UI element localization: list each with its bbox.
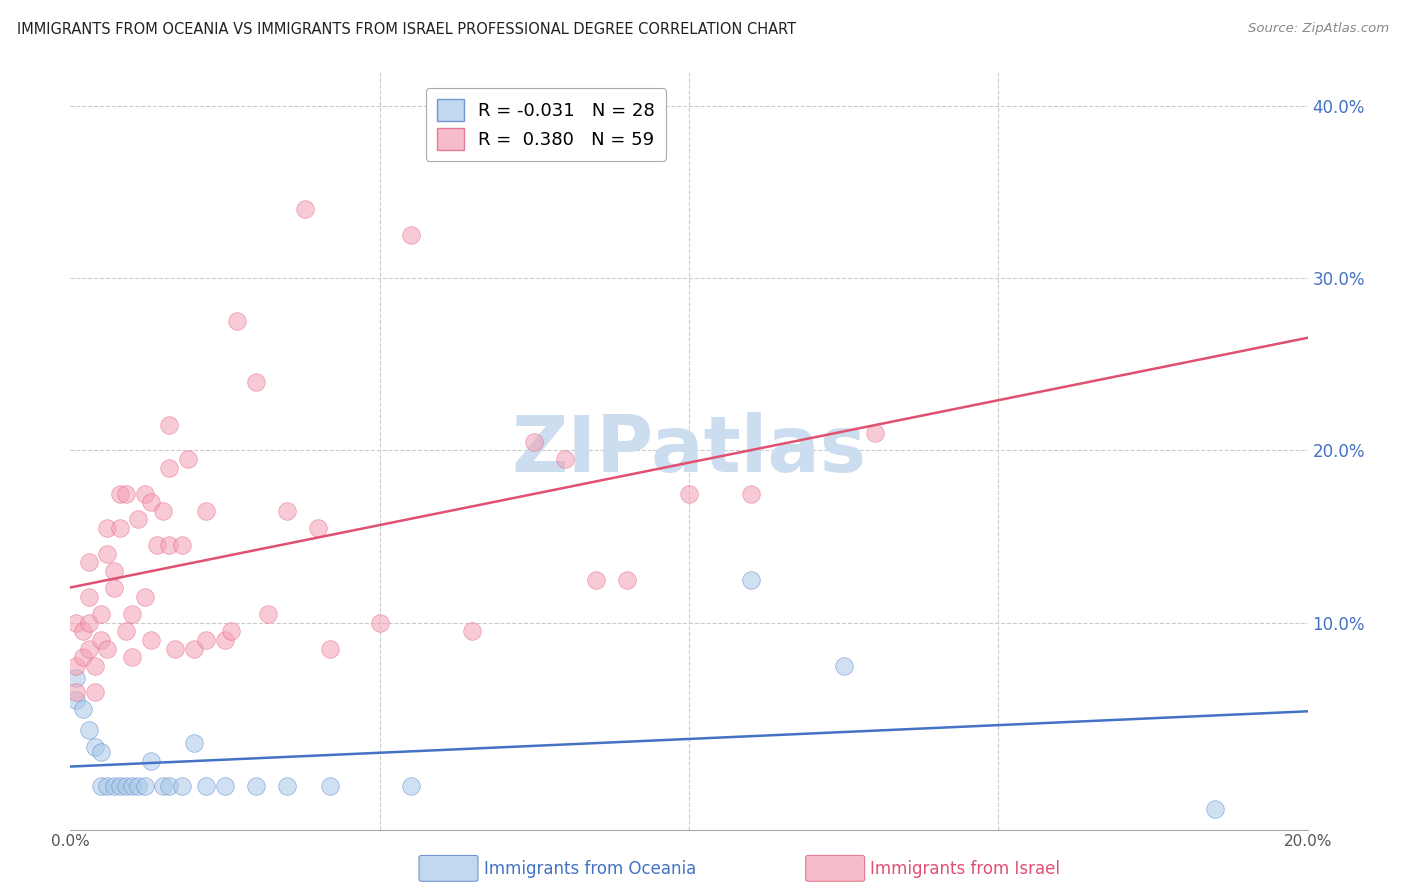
- Point: [77, 590, 100, 604]
- Point: [115, 624, 138, 639]
- Text: Source: ZipAtlas.com: Source: ZipAtlas.com: [1249, 22, 1389, 36]
- Point: [96, 547, 118, 561]
- Text: Immigrants from Oceania: Immigrants from Oceania: [484, 860, 696, 878]
- Point: [319, 641, 342, 656]
- Point: [245, 375, 267, 389]
- Point: [121, 607, 143, 622]
- Point: [863, 426, 886, 441]
- Point: [276, 504, 298, 518]
- Point: [65, 684, 87, 698]
- Point: [214, 780, 236, 794]
- Point: [77, 615, 100, 630]
- Point: [115, 780, 138, 794]
- Point: [103, 780, 125, 794]
- Point: [72, 624, 94, 639]
- Point: [90, 633, 112, 648]
- Point: [170, 780, 193, 794]
- Point: [139, 495, 162, 509]
- Point: [399, 228, 422, 243]
- Point: [65, 658, 87, 673]
- Text: IMMIGRANTS FROM OCEANIA VS IMMIGRANTS FROM ISRAEL PROFESSIONAL DEGREE CORRELATIO: IMMIGRANTS FROM OCEANIA VS IMMIGRANTS FR…: [17, 22, 796, 37]
- Point: [65, 615, 87, 630]
- Point: [740, 486, 762, 500]
- Point: [127, 512, 149, 526]
- Point: [121, 650, 143, 665]
- Point: [77, 556, 100, 570]
- Point: [523, 434, 546, 449]
- Point: [585, 573, 607, 587]
- Point: [157, 538, 180, 552]
- Point: [157, 460, 180, 475]
- Point: [177, 452, 200, 467]
- Point: [134, 780, 156, 794]
- Point: [195, 633, 218, 648]
- Point: [1204, 802, 1226, 816]
- Point: [103, 564, 125, 578]
- Point: [77, 723, 100, 737]
- Point: [257, 607, 280, 622]
- Point: [108, 486, 131, 500]
- Point: [399, 780, 422, 794]
- Point: [554, 452, 576, 467]
- Point: [139, 754, 162, 768]
- Point: [226, 314, 249, 328]
- Point: [90, 607, 112, 622]
- Point: [90, 745, 112, 759]
- Point: [461, 624, 484, 639]
- Point: [65, 693, 87, 707]
- Point: [152, 504, 174, 518]
- Point: [616, 573, 638, 587]
- Point: [157, 417, 180, 432]
- Point: [77, 641, 100, 656]
- Point: [103, 582, 125, 596]
- Point: [214, 633, 236, 648]
- Point: [195, 504, 218, 518]
- Point: [219, 624, 242, 639]
- Point: [84, 739, 107, 754]
- Point: [146, 538, 169, 552]
- Point: [195, 780, 218, 794]
- Point: [170, 538, 193, 552]
- Point: [90, 780, 112, 794]
- Point: [294, 202, 316, 217]
- Legend: R = -0.031   N = 28, R =  0.380   N = 59: R = -0.031 N = 28, R = 0.380 N = 59: [426, 88, 665, 161]
- Point: [108, 521, 131, 535]
- Point: [152, 780, 174, 794]
- Point: [96, 521, 118, 535]
- Point: [368, 615, 391, 630]
- Point: [72, 702, 94, 716]
- Point: [84, 658, 107, 673]
- Point: [319, 780, 342, 794]
- Point: [183, 641, 205, 656]
- Point: [72, 650, 94, 665]
- Point: [307, 521, 329, 535]
- Point: [127, 780, 149, 794]
- Point: [65, 671, 87, 685]
- Point: [157, 780, 180, 794]
- Point: [678, 486, 700, 500]
- Point: [84, 684, 107, 698]
- Point: [832, 658, 855, 673]
- Point: [121, 780, 143, 794]
- Text: Immigrants from Israel: Immigrants from Israel: [870, 860, 1060, 878]
- Text: ZIPatlas: ZIPatlas: [512, 412, 866, 489]
- Point: [134, 486, 156, 500]
- Point: [245, 780, 267, 794]
- Point: [139, 633, 162, 648]
- Point: [134, 590, 156, 604]
- Point: [108, 780, 131, 794]
- Point: [183, 736, 205, 750]
- Point: [276, 780, 298, 794]
- Point: [740, 573, 762, 587]
- Point: [96, 641, 118, 656]
- Point: [96, 780, 118, 794]
- Point: [115, 486, 138, 500]
- Point: [165, 641, 187, 656]
